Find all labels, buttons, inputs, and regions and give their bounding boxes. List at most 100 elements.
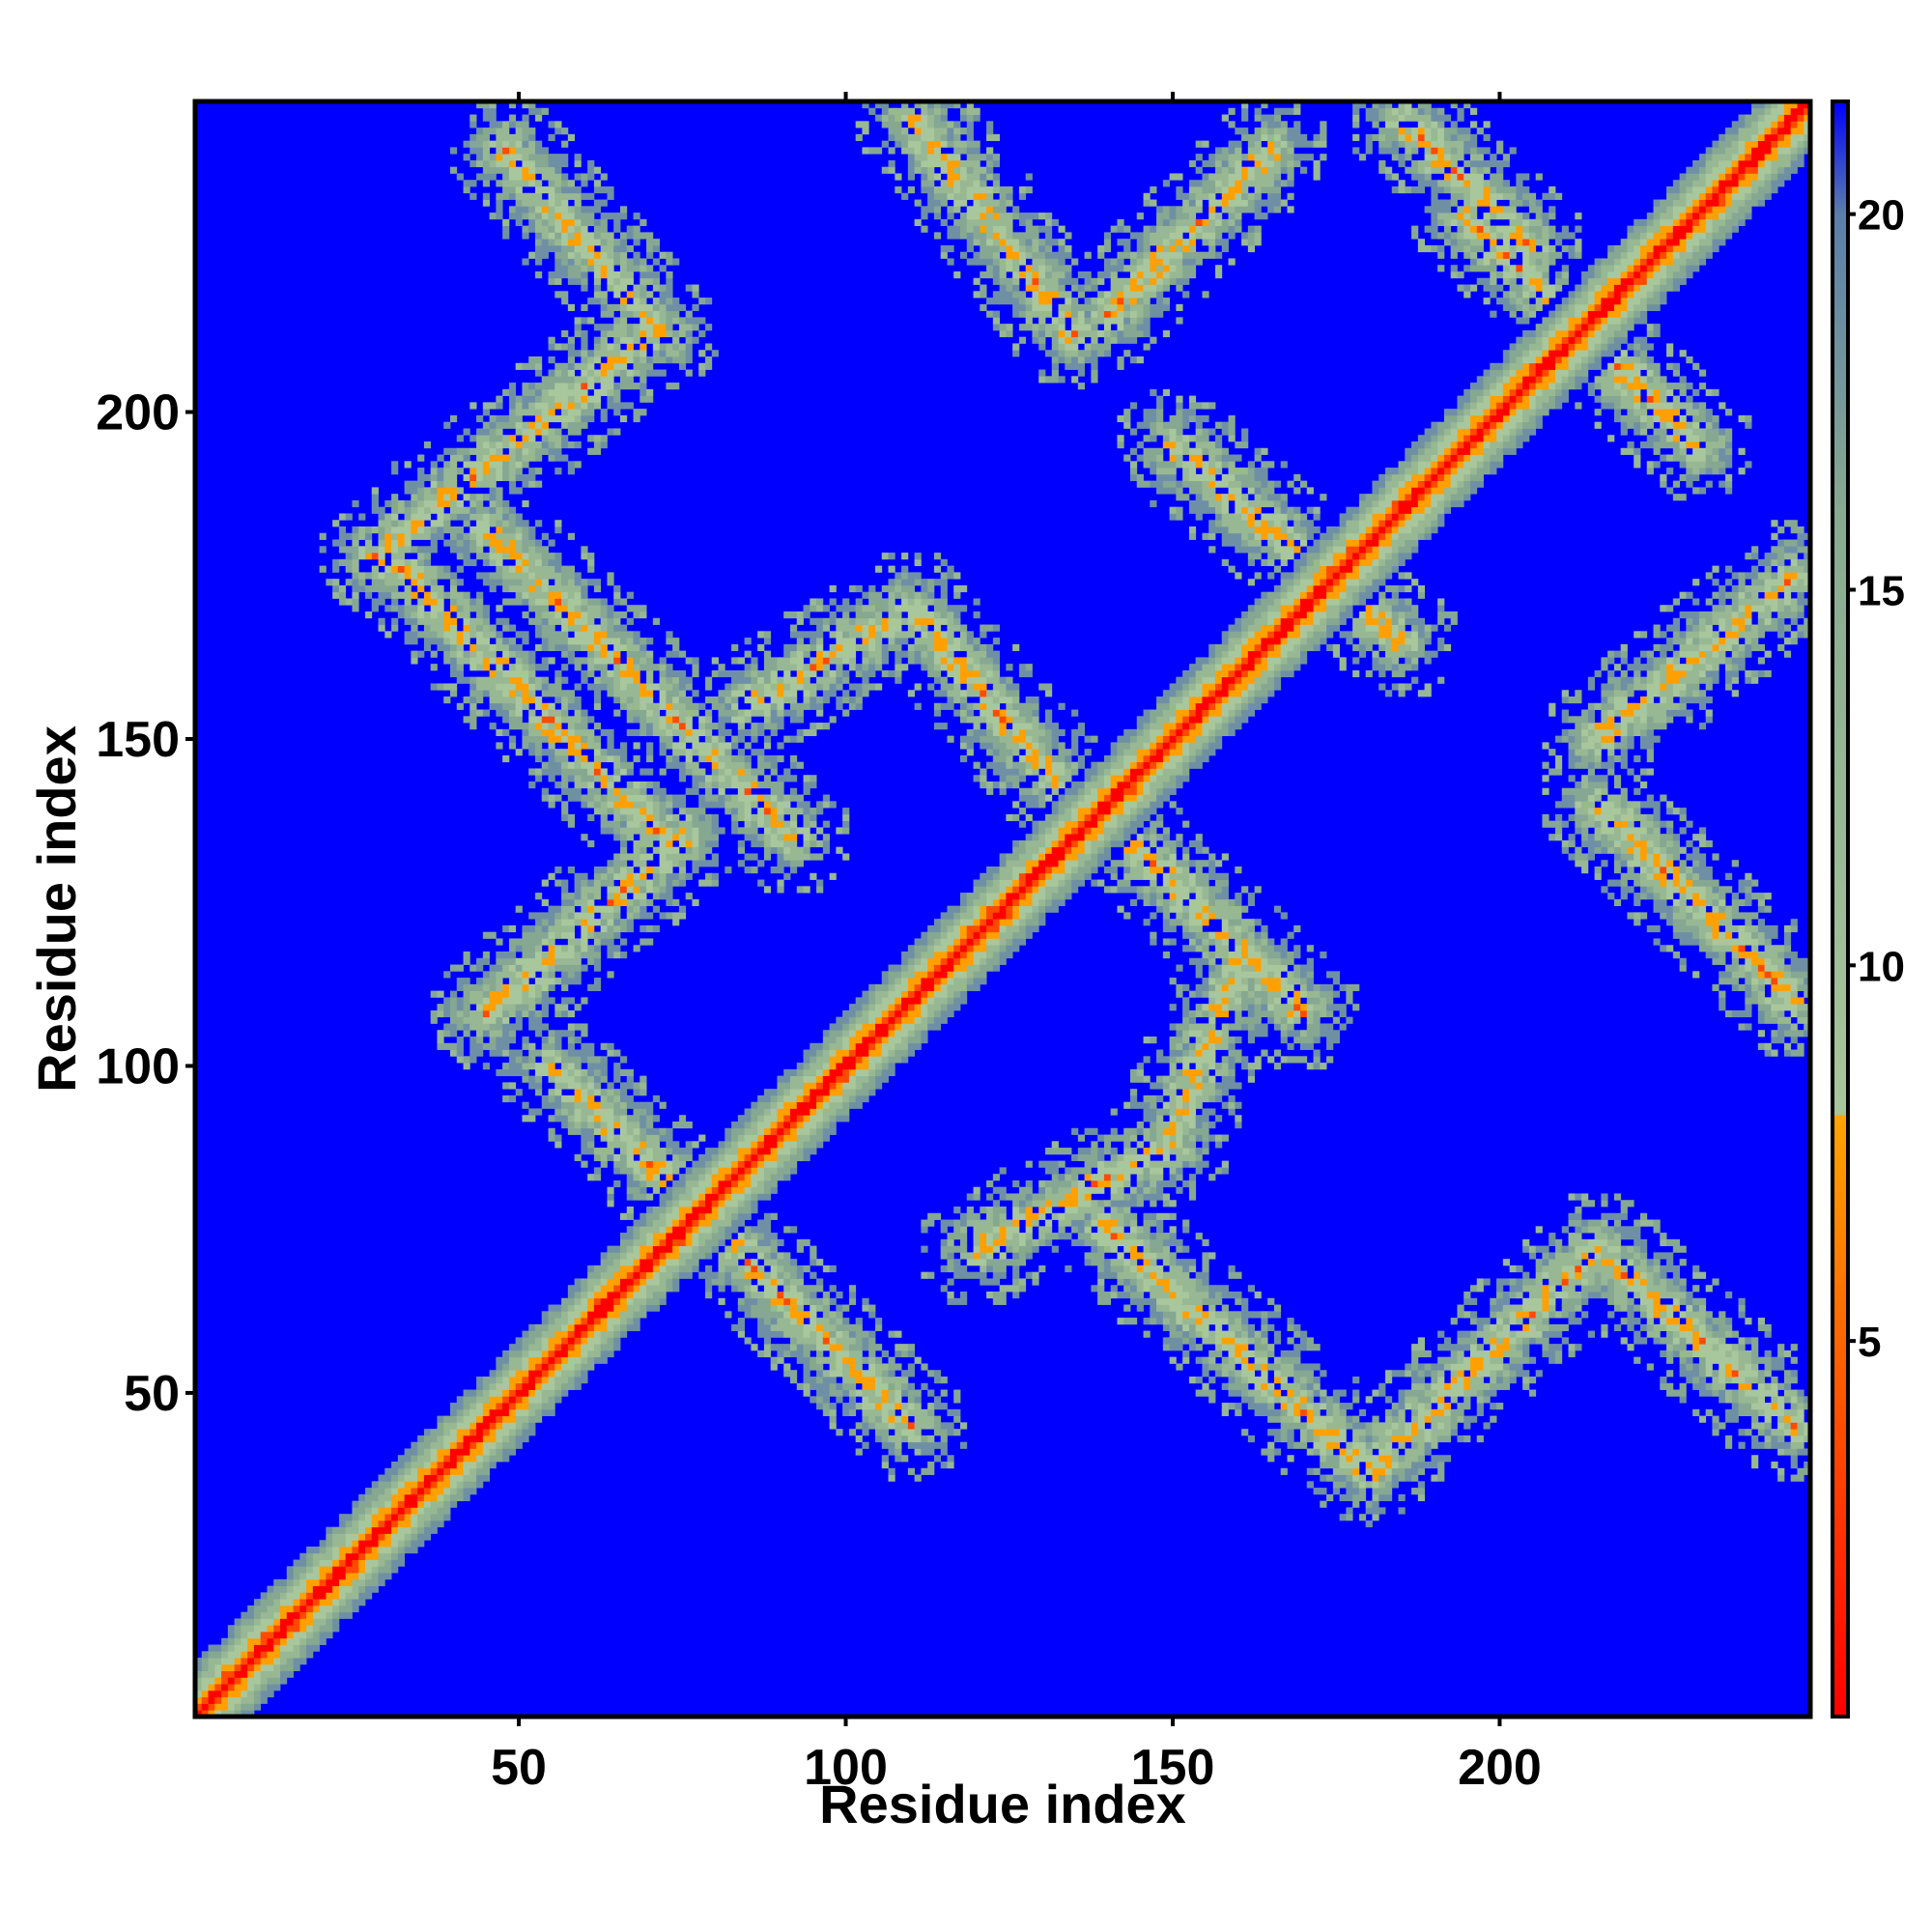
heatmap-cell — [607, 872, 614, 880]
heatmap-cell — [469, 402, 477, 410]
heatmap-cell — [567, 468, 576, 475]
heatmap-cell — [430, 1493, 438, 1502]
heatmap-cell — [685, 735, 693, 743]
heatmap-cell — [411, 1500, 418, 1508]
heatmap-cell — [685, 284, 693, 292]
heatmap-cell — [456, 513, 464, 521]
heatmap-cell — [659, 1207, 667, 1214]
heatmap-cell — [482, 1403, 491, 1410]
heatmap-cell — [581, 879, 588, 887]
heatmap-cell — [652, 846, 661, 854]
heatmap-cell — [522, 971, 529, 979]
heatmap-cell — [587, 350, 595, 357]
heatmap-cell — [397, 605, 406, 612]
heatmap-cell — [613, 664, 621, 671]
heatmap-cell — [535, 192, 543, 200]
heatmap-cell — [548, 957, 555, 965]
heatmap-cell — [633, 1193, 640, 1201]
heatmap-cell — [659, 317, 667, 325]
heatmap-cell — [777, 1350, 784, 1358]
heatmap-cell — [508, 945, 517, 952]
heatmap-cell — [757, 1226, 765, 1234]
heatmap-cell — [770, 813, 778, 822]
heatmap-cell — [443, 638, 451, 645]
heatmap-plot-area — [192, 99, 1813, 1719]
heatmap-cell — [711, 761, 719, 769]
heatmap-cell — [482, 1396, 491, 1404]
heatmap-cell — [770, 761, 778, 769]
heatmap-cell — [744, 867, 752, 874]
heatmap-cell — [659, 1200, 667, 1208]
heatmap-cell — [685, 716, 693, 724]
heatmap-cell — [502, 461, 510, 469]
heatmap-cell — [567, 1363, 576, 1371]
heatmap-cell — [639, 638, 647, 645]
heatmap-cell — [581, 213, 588, 220]
heatmap-cell — [358, 1533, 366, 1541]
heatmap-cell — [456, 676, 464, 684]
heatmap-cell — [652, 924, 661, 933]
heatmap-cell — [757, 749, 765, 756]
heatmap-cell — [508, 480, 517, 488]
heatmap-cell — [724, 1252, 732, 1260]
heatmap-cell — [496, 742, 503, 750]
heatmap-cell — [522, 650, 529, 658]
heatmap-cell — [770, 834, 778, 841]
heatmap-cell — [253, 1618, 262, 1626]
heatmap-cell — [666, 1219, 673, 1227]
heatmap-cell — [757, 683, 765, 691]
heatmap-cell — [678, 853, 687, 861]
heatmap-cell — [535, 591, 543, 599]
heatmap-cell — [581, 834, 588, 841]
heatmap-cell — [456, 1422, 464, 1430]
heatmap-cell — [561, 128, 569, 135]
heatmap-cell — [227, 1696, 236, 1704]
heatmap-cell — [482, 605, 491, 612]
heatmap-cell — [659, 676, 667, 684]
heatmap-cell — [672, 820, 680, 828]
heatmap-cell — [626, 728, 634, 737]
heatmap-cell — [639, 343, 647, 351]
heatmap-cell — [417, 506, 425, 514]
heatmap-cell — [731, 1160, 739, 1168]
heatmap-cell — [626, 1226, 634, 1234]
heatmap-cell — [502, 532, 510, 540]
heatmap-cell — [535, 938, 543, 946]
heatmap-cell — [718, 827, 725, 835]
heatmap-cell — [639, 898, 647, 907]
heatmap-cell — [600, 441, 608, 449]
heatmap-cell — [554, 454, 562, 462]
heatmap-cell — [535, 1330, 543, 1338]
heatmap-cell — [482, 1455, 491, 1463]
heatmap-cell — [371, 546, 379, 554]
heatmap-cell — [613, 1063, 621, 1070]
heatmap-cell — [338, 591, 347, 599]
heatmap-cell — [345, 546, 353, 554]
heatmap-cell — [600, 638, 608, 645]
heatmap-cell — [646, 768, 654, 776]
heatmap-cell — [600, 808, 608, 815]
heatmap-cell — [548, 683, 555, 691]
heatmap-cell — [522, 447, 529, 455]
heatmap-cell — [476, 964, 484, 972]
heatmap-cell — [593, 186, 602, 194]
heatmap-cell — [502, 140, 510, 148]
heatmap-cell — [646, 834, 654, 841]
heatmap-cell — [567, 1056, 576, 1064]
heatmap-cell — [293, 1605, 300, 1613]
heatmap-cell — [593, 1297, 602, 1305]
heatmap-cell — [352, 1566, 359, 1574]
heatmap-cell — [593, 284, 602, 292]
heatmap-cell — [770, 676, 778, 684]
heatmap-cell — [698, 1174, 706, 1181]
heatmap-cell — [639, 258, 647, 266]
heatmap-cell — [770, 1115, 778, 1122]
heatmap-cell — [567, 867, 576, 874]
heatmap-cell — [724, 1193, 732, 1201]
heatmap-cell — [528, 1049, 536, 1057]
heatmap-cell — [763, 1148, 772, 1155]
heatmap-cell — [515, 997, 523, 1005]
heatmap-cell — [430, 532, 438, 540]
heatmap-cell — [476, 617, 484, 625]
heatmap-cell — [587, 1056, 595, 1064]
